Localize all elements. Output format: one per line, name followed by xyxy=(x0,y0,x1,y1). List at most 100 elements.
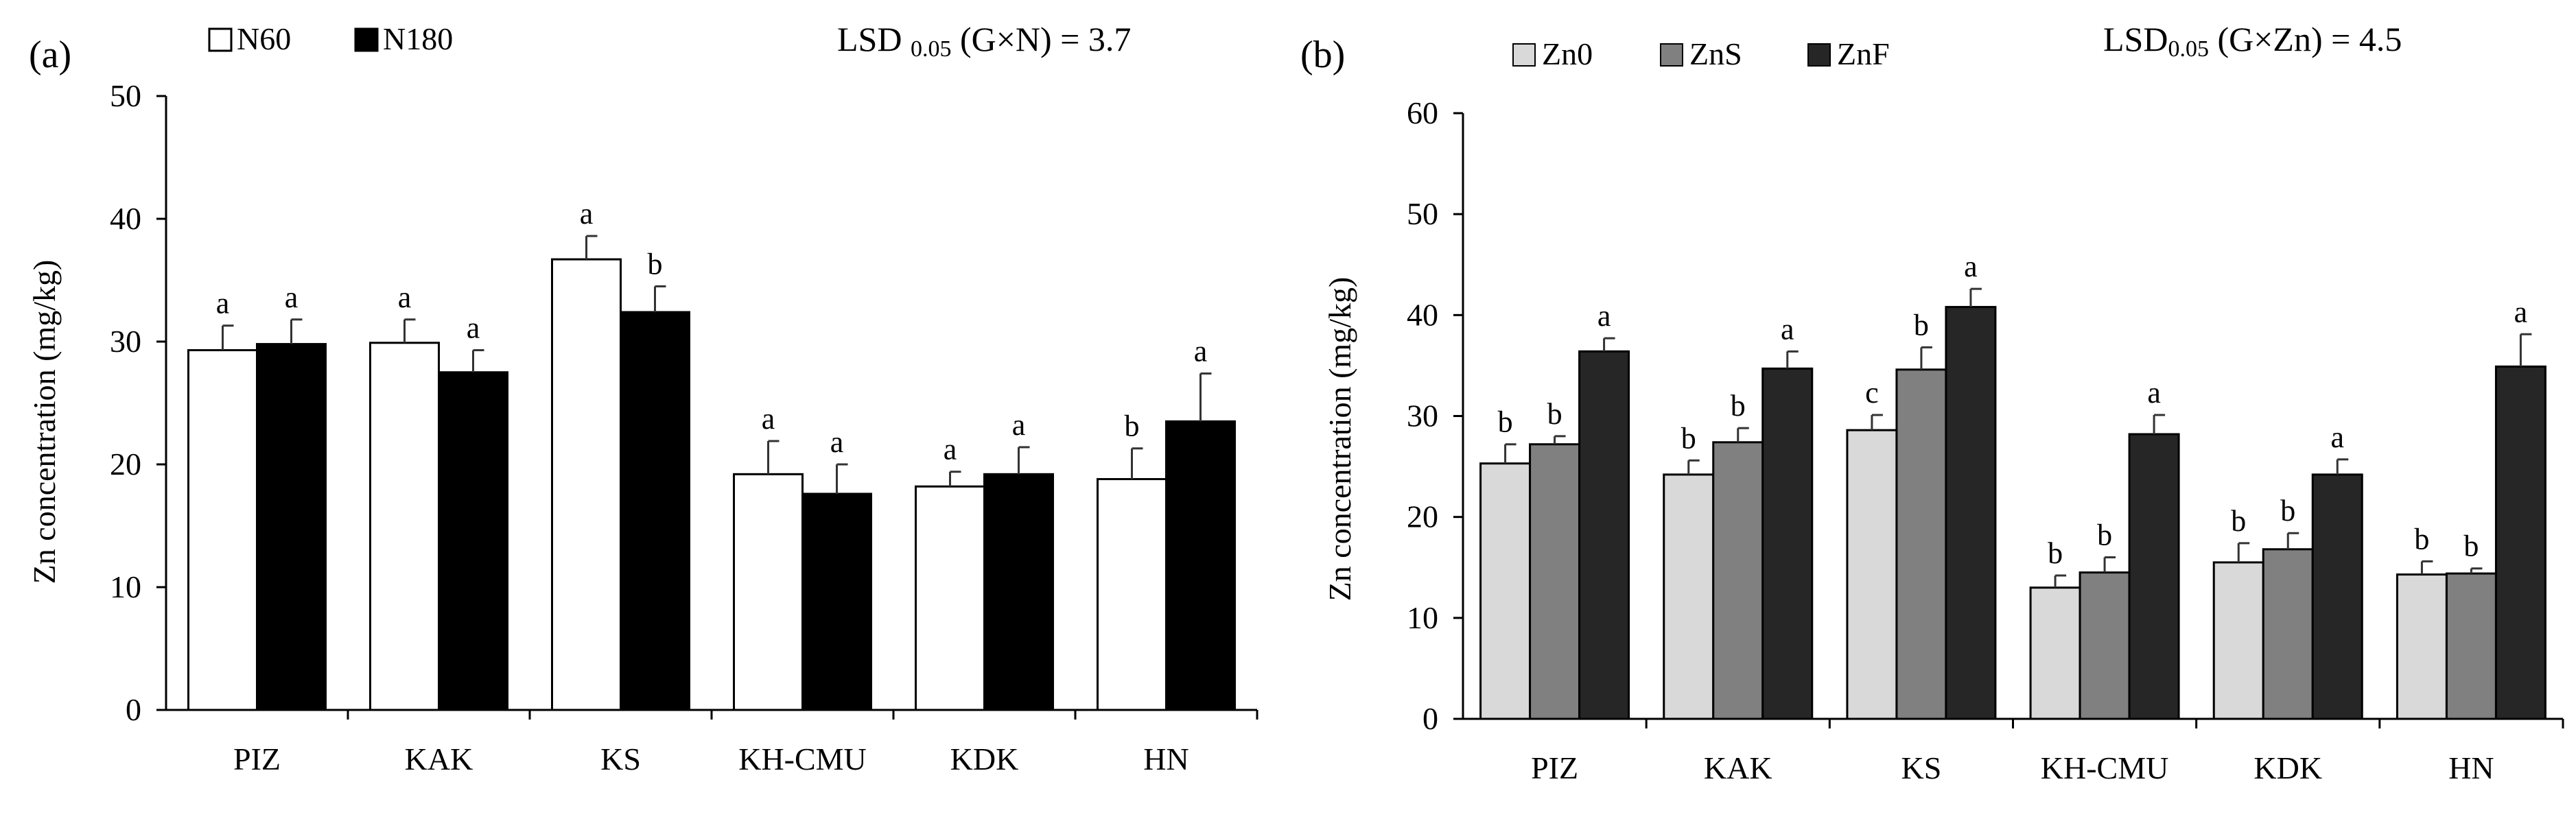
y-tick-label: 0 xyxy=(1422,701,1438,736)
significance-letter: b xyxy=(2414,522,2429,556)
bar-zn0-hn xyxy=(2396,573,2448,720)
significance-letter: b xyxy=(2097,519,2112,552)
significance-letter: b xyxy=(1681,421,1696,455)
bar-n60-piz xyxy=(187,349,258,711)
x-tick-label: KH-CMU xyxy=(738,741,867,776)
y-tick-label: 50 xyxy=(1407,196,1438,231)
y-tick-label: 20 xyxy=(110,447,141,482)
bar-zn0-kdk xyxy=(2212,561,2264,720)
lsd-main-b: LSD xyxy=(2103,20,2168,58)
legend-swatch-znf xyxy=(1807,43,1831,67)
bar-znf-kh-cmu xyxy=(2128,433,2180,720)
significance-letter: a xyxy=(1597,299,1611,333)
bar-zns-ks xyxy=(1895,368,1947,720)
bar-zn0-kak xyxy=(1663,473,1715,720)
legend-swatch-n180 xyxy=(354,27,379,52)
significance-letter: a xyxy=(762,402,775,436)
legend-label-znf: ZnF xyxy=(1837,36,1890,71)
significance-letter: b xyxy=(1125,410,1140,443)
bar-zns-hn xyxy=(2445,572,2497,720)
legend-swatch-zn0 xyxy=(1512,43,1536,67)
significance-letter: a xyxy=(398,281,412,314)
y-tick-label: 0 xyxy=(126,692,141,727)
panel-label-b: (b) xyxy=(1300,34,1345,76)
significance-letter: a xyxy=(2147,376,2161,410)
bars-a: a a a a a b a a a a b a xyxy=(187,197,1236,711)
significance-letter: b xyxy=(2231,504,2246,538)
x-tick-label: PIZ xyxy=(233,741,281,776)
bar-zn0-piz xyxy=(1479,462,1532,720)
significance-letter: a xyxy=(1964,250,1978,283)
bar-n180-ks xyxy=(620,311,690,711)
significance-letter: a xyxy=(2330,420,2344,454)
bar-n60-kak xyxy=(369,342,440,711)
significance-letter: b xyxy=(2280,494,2295,527)
significance-letter: b xyxy=(2048,536,2063,570)
lsd-sub-a: 0.05 xyxy=(911,36,952,62)
significance-letter: c xyxy=(1865,376,1879,410)
bar-zns-kak xyxy=(1712,441,1764,720)
x-tick-label: KH-CMU xyxy=(2041,750,2169,785)
bar-n60-ks xyxy=(551,258,622,711)
y-axis-title-a: Zn concentration (mg/kg) xyxy=(27,260,62,584)
bar-zn0-kh-cmu xyxy=(2029,586,2081,720)
y-tick-label: 10 xyxy=(1407,600,1438,635)
y-tick-label: 30 xyxy=(1407,399,1438,434)
bar-n60-kh-cmu xyxy=(733,473,804,711)
lsd-tail-a: (G×N) = 3.7 xyxy=(951,20,1131,58)
legend-label-zns: ZnS xyxy=(1689,36,1742,71)
legend-swatch-zns xyxy=(1660,43,1683,67)
x-tick-label: KAK xyxy=(1704,750,1772,785)
significance-letter: a xyxy=(944,433,957,466)
significance-letter: a xyxy=(467,311,480,345)
x-tick-label: PIZ xyxy=(1531,750,1578,785)
significance-letter: a xyxy=(1194,335,1208,368)
significance-letter: a xyxy=(830,425,844,459)
bar-n180-kdk xyxy=(983,473,1054,711)
y-tick-label: 10 xyxy=(110,569,141,604)
lsd-annotation-a: LSD 0.05 (G×N) = 3.7 xyxy=(837,20,1131,62)
significance-letter: a xyxy=(1012,408,1026,442)
bar-n180-kh-cmu xyxy=(801,492,872,711)
legend-label-n60: N60 xyxy=(237,21,291,56)
lsd-main-a: LSD xyxy=(837,20,911,58)
lsd-tail-b: (G×Zn) = 4.5 xyxy=(2209,20,2402,58)
x-labels-b: PIZ KAK KS KH-CMU KDK HN xyxy=(1531,719,2564,785)
bar-n60-hn xyxy=(1097,477,1167,711)
x-tick-label: HN xyxy=(1143,741,1189,776)
significance-letter: b xyxy=(1914,308,1929,342)
x-tick-label: KDK xyxy=(950,741,1019,776)
legend-label-n180: N180 xyxy=(383,21,453,56)
bar-zns-piz xyxy=(1529,443,1581,720)
x-tick-label: KDK xyxy=(2253,750,2322,785)
x-tick-label: KS xyxy=(1901,750,1942,785)
significance-letter: a xyxy=(1781,312,1794,346)
x-tick-label: HN xyxy=(2448,750,2494,785)
significance-letter: b xyxy=(648,247,663,281)
significance-letter: b xyxy=(1547,397,1562,431)
bar-zns-kh-cmu xyxy=(2079,571,2131,720)
significance-letter: a xyxy=(216,287,230,320)
y-tick-label: 40 xyxy=(1407,297,1438,332)
bar-n180-piz xyxy=(256,343,327,711)
x-tick-label: KAK xyxy=(405,741,473,776)
y-tick-label: 60 xyxy=(1407,95,1438,130)
legend-label-zn0: Zn0 xyxy=(1542,36,1593,71)
bar-znf-ks xyxy=(1945,306,1997,720)
y-tick-label: 30 xyxy=(110,324,141,359)
y-axis-title-b: Zn concentration (mg/kg) xyxy=(1322,277,1357,602)
panel-a: (a) N60 N180 LSD 0.05 (G×N) = 3.7 Zn con… xyxy=(27,20,1258,776)
bar-n180-kak xyxy=(438,371,508,711)
y-tick-label: 20 xyxy=(1407,499,1438,534)
bar-n60-kdk xyxy=(915,485,985,711)
x-tick-label: KS xyxy=(600,741,641,776)
bar-zns-kdk xyxy=(2262,548,2314,720)
y-tick-label: 50 xyxy=(110,78,141,113)
legend-a: N60 N180 xyxy=(208,21,453,56)
y-ticks-b: 0 10 20 30 40 50 60 xyxy=(1407,95,1463,736)
significance-letter: b xyxy=(2463,530,2479,563)
significance-letter: b xyxy=(1731,389,1746,423)
y-tick-label: 40 xyxy=(110,201,141,236)
